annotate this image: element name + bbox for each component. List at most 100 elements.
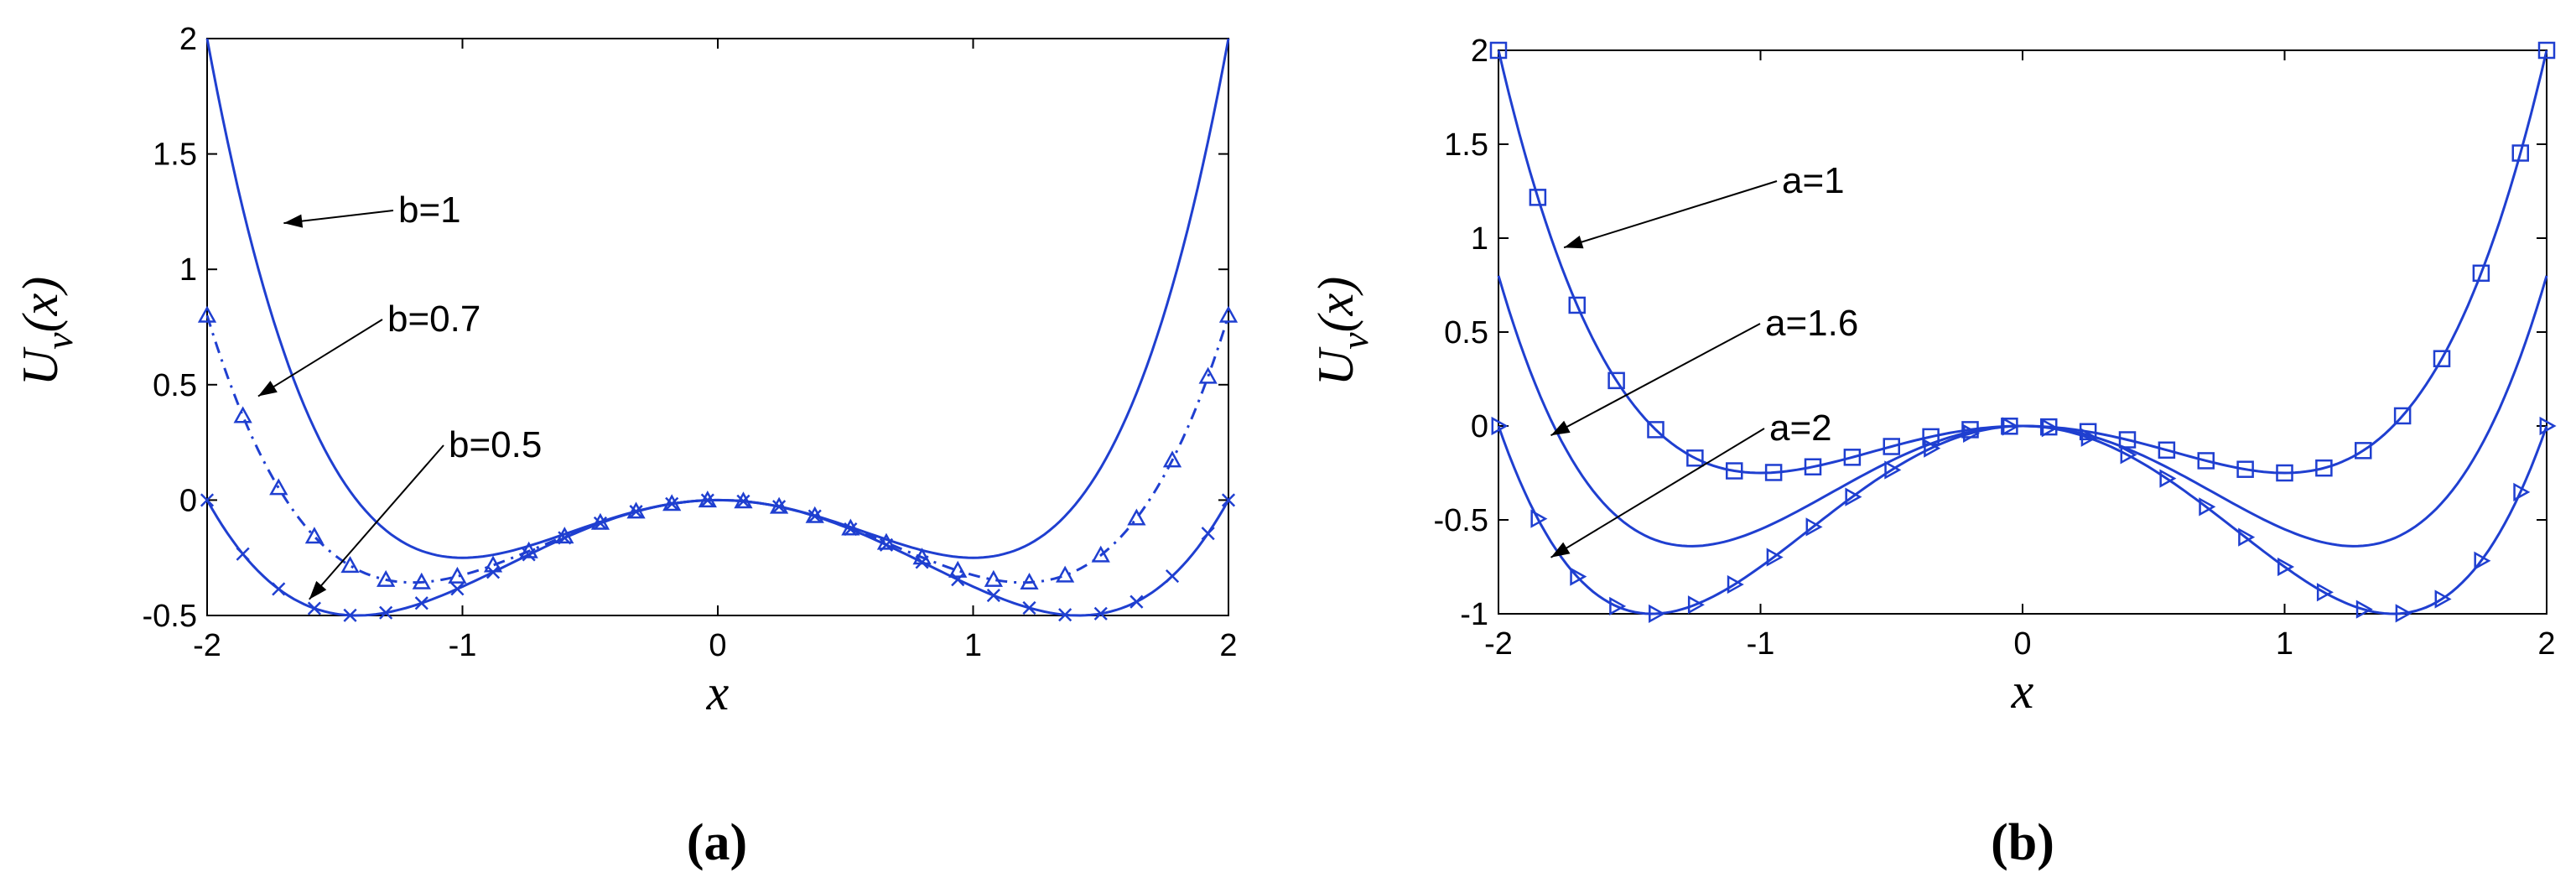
- data-point: [2433, 350, 2451, 367]
- y-tick-label: 1: [179, 252, 197, 288]
- data-point: [1127, 508, 1146, 526]
- x-tick-label: 1: [964, 628, 982, 663]
- data-point: [2277, 557, 2295, 577]
- annotation-arrow: [1563, 180, 1778, 249]
- panel-label: (a): [687, 814, 747, 871]
- annotation-label: a=1: [1782, 160, 1845, 201]
- data-point: [1726, 462, 1743, 480]
- data-point: [1687, 595, 1705, 615]
- data-point: [1883, 438, 1900, 455]
- data-point: [2236, 460, 2254, 478]
- x-axis-label: x: [2011, 663, 2034, 719]
- annotation-arrowhead: [1550, 542, 1571, 558]
- annotation-label: a=1.6: [1765, 303, 1858, 344]
- data-point: [412, 572, 431, 589]
- data-point: [2434, 589, 2452, 609]
- data-point: [1130, 595, 1144, 609]
- data-point: [1020, 572, 1039, 589]
- data-point: [2537, 41, 2556, 60]
- annotation-arrowhead: [1550, 420, 1571, 436]
- data-point: [2158, 441, 2176, 460]
- data-point: [1607, 371, 1625, 390]
- data-point: [915, 555, 929, 569]
- y-axis-label: Uv(x): [1308, 277, 1376, 386]
- data-point: [379, 605, 393, 620]
- data-point: [879, 537, 894, 552]
- data-point: [1805, 517, 1823, 537]
- annotation-label: b=1: [398, 190, 461, 231]
- data-point: [1568, 296, 1586, 314]
- annotation-arrow: [309, 444, 444, 600]
- data-point: [2002, 417, 2019, 436]
- data-point: [771, 500, 787, 514]
- data-point: [236, 547, 250, 561]
- data-point: [343, 608, 357, 622]
- annotation-label: a=2: [1769, 408, 1832, 449]
- data-point: [522, 548, 536, 562]
- data-point: [808, 509, 822, 523]
- x-tick-label: -2: [193, 628, 221, 663]
- data-point: [1530, 509, 1548, 528]
- x-tick-label: -1: [449, 628, 477, 663]
- x-tick-label: 2: [2537, 626, 2555, 662]
- data-point: [1647, 421, 1665, 439]
- x-tick-label: -1: [1747, 626, 1775, 662]
- y-tick-label: 1.5: [1444, 127, 1488, 163]
- data-point: [2472, 264, 2490, 283]
- data-point: [307, 601, 321, 615]
- data-point: [2355, 442, 2372, 460]
- chart-panel-b: -2 -1 0 1 2-1-0.500.511.52xUv(x)a=1a=1.6a=2(…: [1308, 34, 2557, 871]
- y-tick-label: 0.5: [1444, 315, 1488, 351]
- data-point: [2199, 497, 2216, 517]
- y-tick-label: 0: [1471, 409, 1488, 444]
- x-tick-label: -2: [1484, 626, 1513, 662]
- data-point: [1218, 305, 1239, 323]
- annotation-arrowhead: [1564, 236, 1584, 249]
- data-point: [665, 496, 679, 511]
- data-point: [2511, 144, 2529, 162]
- data-point: [1221, 493, 1236, 507]
- data-point: [1489, 41, 1508, 60]
- y-tick-label: -0.5: [143, 599, 197, 634]
- data-point: [272, 582, 286, 596]
- data-point: [1055, 565, 1075, 583]
- data-point: [1162, 450, 1182, 468]
- data-point: [450, 582, 465, 596]
- data-point: [1845, 487, 1862, 506]
- series-line: [1497, 424, 2548, 615]
- annotation-arrow: [1550, 323, 1761, 437]
- plot-frame: [1498, 49, 2547, 615]
- data-point: [1924, 439, 1941, 458]
- data-point: [1686, 449, 1704, 467]
- data-point: [1727, 574, 1744, 595]
- y-tick-label: -0.5: [1434, 503, 1488, 538]
- annotation-arrowhead: [257, 381, 278, 397]
- data-point: [448, 566, 467, 584]
- data-point: [1884, 460, 1902, 480]
- data-point: [233, 406, 252, 423]
- y-axis-label: Uv(x): [13, 277, 80, 386]
- annotation-arrowhead: [309, 580, 327, 600]
- data-point: [1570, 567, 1587, 586]
- data-point: [1609, 596, 1627, 616]
- data-point: [340, 556, 360, 574]
- data-point: [269, 478, 288, 496]
- x-tick-label: 1: [2276, 626, 2293, 662]
- data-point: [844, 522, 858, 537]
- data-point: [197, 305, 217, 323]
- data-point: [304, 527, 325, 544]
- data-point: [2539, 416, 2557, 436]
- y-tick-label: 2: [179, 22, 197, 57]
- y-tick-label: 1: [1471, 221, 1488, 257]
- data-point: [1649, 604, 1666, 624]
- data-point: [1766, 548, 1784, 567]
- y-tick-label: -1: [1460, 597, 1488, 632]
- series-line: [205, 38, 1230, 559]
- data-point: [2315, 459, 2333, 477]
- panel-label: (b): [1991, 814, 2054, 871]
- data-point: [1198, 366, 1218, 384]
- series-line: [1497, 49, 2548, 475]
- data-point: [2041, 418, 2059, 438]
- series-line: [1497, 275, 2548, 548]
